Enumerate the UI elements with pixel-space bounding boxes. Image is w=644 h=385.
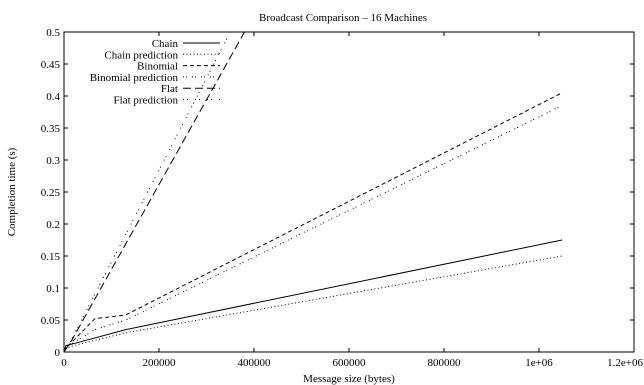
legend-label: Binomial — [137, 61, 178, 73]
x-axis-label: Message size (bytes) — [303, 373, 395, 385]
y-tick-label: 0.4 — [46, 91, 60, 103]
x-axis: 0 200000 400000 600000 800000 1e+06 1.2e+06 — [61, 32, 643, 369]
x-tick-label: 1e+06 — [525, 357, 553, 369]
legend-label: Flat prediction — [114, 95, 179, 107]
legend-label: Chain — [152, 38, 179, 50]
series-line-chain — [64, 239, 563, 352]
y-tick-label: 0.35 — [41, 123, 61, 135]
y-tick-label: 0.5 — [46, 27, 60, 39]
y-tick-label: 0.1 — [46, 283, 60, 295]
y-tick-label: 0 — [55, 347, 61, 359]
x-tick-label: 200000 — [143, 357, 177, 369]
x-tick-label: 400000 — [238, 357, 272, 369]
legend-label: Flat — [161, 83, 178, 95]
y-tick-label: 0.45 — [41, 59, 61, 71]
x-tick-label: 0 — [61, 357, 67, 369]
series-line-chain-prediction — [64, 255, 563, 352]
series-line-binomial — [64, 92, 563, 352]
x-tick-label: 600000 — [333, 357, 367, 369]
y-tick-label: 0.25 — [41, 187, 61, 199]
series-line-flat-prediction — [64, 32, 231, 352]
x-tick-label: 800000 — [428, 357, 462, 369]
y-axis: 0 0.05 0.1 0.15 0.2 0.25 0.3 0.35 0.4 0.45 0.5 — [41, 27, 634, 359]
y-tick-label: 0.05 — [41, 315, 61, 327]
y-tick-label: 0.2 — [46, 219, 60, 231]
y-tick-label: 0.15 — [41, 251, 61, 263]
y-axis-label: Completion time (s) — [6, 147, 18, 236]
plot-lines — [64, 32, 563, 352]
y-tick-label: 0.3 — [46, 155, 60, 167]
x-tick-label: 1.2e+06 — [607, 357, 643, 369]
legend-label: Chain prediction — [104, 49, 178, 61]
chart-title: Broadcast Comparison – 16 Machines — [259, 12, 427, 24]
series-line-binomial-prediction — [64, 105, 563, 352]
legend-label: Binomial prediction — [90, 72, 179, 84]
